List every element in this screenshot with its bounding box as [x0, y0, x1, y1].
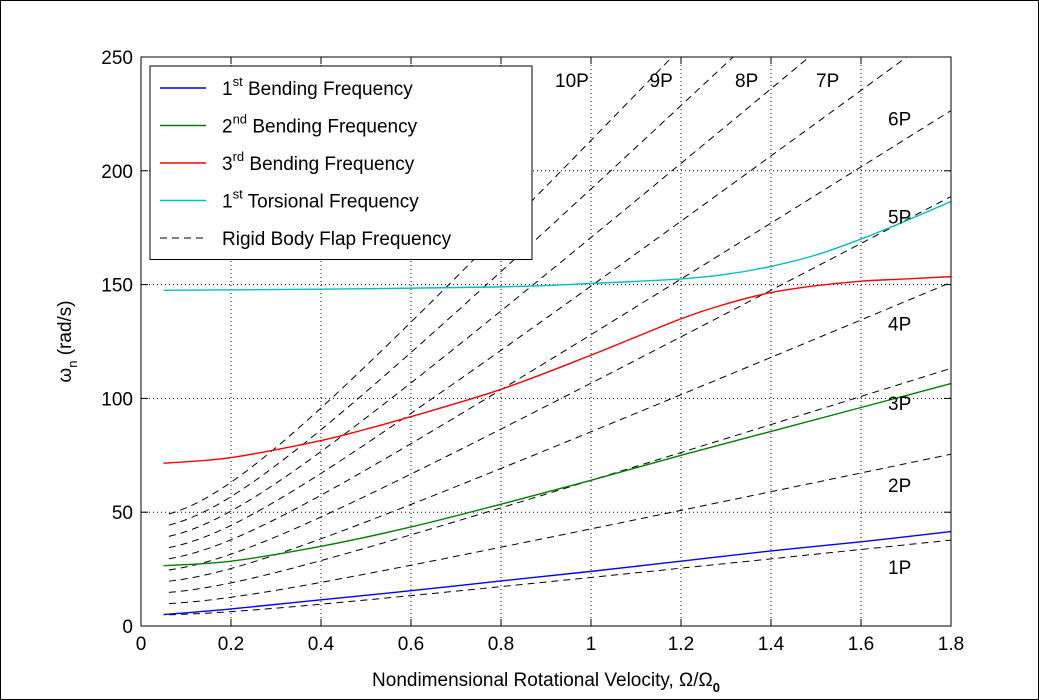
y-axis-label-unit: (rad/s): [55, 300, 76, 360]
grid-layer: [141, 57, 951, 626]
legend-ordinal: 1: [222, 192, 233, 213]
rigid-body-line-6p: [168, 110, 951, 560]
harmonic-label: 5P: [888, 207, 911, 228]
legend-ordinal: 2: [222, 117, 233, 138]
x-axis-label-text: Nondimensional Rotational Velocity, Ω/Ω: [372, 670, 713, 691]
harmonic-label: 3P: [888, 394, 911, 415]
x-tick-label: 0.6: [398, 634, 424, 655]
rigid-body-lines: [168, 57, 951, 616]
legend-entry: Rigid Body Flap Frequency: [222, 229, 452, 250]
rigid-body-line-5p: [168, 196, 951, 571]
y-tick-label: 0: [122, 617, 133, 638]
legend-superscript: rd: [233, 149, 245, 164]
x-tick-label: 1.4: [758, 634, 785, 655]
legend-label: Bending Frequency: [243, 79, 414, 100]
harmonic-label: 7P: [816, 71, 839, 92]
plot-area-border: [140, 56, 952, 627]
x-tick-label: 0: [136, 634, 147, 655]
legend-label: Bending Frequency: [244, 154, 415, 175]
y-tick-label: 250: [101, 48, 133, 69]
rigid-body-line-1p: [168, 539, 951, 616]
harmonic-label: 6P: [888, 109, 911, 130]
y-axis-label-subscript: n: [65, 361, 80, 368]
second-bending-curve: [163, 382, 952, 567]
harmonic-labels: 1P 2P 3P 4P 5P 6P 7P 8P 9P 10P: [555, 71, 911, 579]
x-tick-label: 0.8: [488, 634, 514, 655]
harmonic-label: 2P: [888, 476, 911, 497]
y-tick-label: 150: [101, 276, 133, 297]
legend-label: Bending Frequency: [247, 117, 418, 138]
legend-entry: 1st Bending Frequency: [222, 74, 413, 100]
legend-entry: 2nd Bending Frequency: [222, 112, 418, 138]
harmonic-label: 8P: [735, 71, 758, 92]
legend-superscript: st: [233, 74, 244, 89]
rigid-body-line-2p: [168, 453, 951, 605]
first-torsional-curve: [163, 200, 952, 291]
x-axis-label-subscript: 0: [713, 680, 720, 695]
legend-entry: 3rd Bending Frequency: [222, 149, 415, 175]
legend-superscript: st: [233, 187, 244, 202]
legend-ordinal: 1: [222, 79, 233, 100]
rigid-body-line-7p: [168, 57, 908, 549]
legend-label: Rigid Body Flap Frequency: [222, 229, 452, 250]
x-tick-label: 1.6: [848, 634, 874, 655]
harmonic-label: 1P: [888, 558, 911, 579]
legend-box: [149, 65, 533, 260]
y-tick-label: 200: [101, 162, 133, 183]
axis-ticks: 0 0.2 0.4 0.6 0.8 1 1.2 1.4 1.6 1.805010015020025…: [101, 48, 964, 655]
harmonic-label: 9P: [650, 71, 673, 92]
rigid-body-line-3p: [168, 367, 951, 593]
legend-superscript: nd: [233, 112, 247, 127]
harmonic-label: 10P: [555, 71, 589, 92]
harmonic-label: 4P: [888, 314, 911, 335]
frequency-curves: [163, 200, 952, 616]
legend-entry: 1st Torsional Frequency: [222, 187, 419, 213]
x-axis-label: Nondimensional Rotational Velocity, Ω/Ω0: [372, 670, 720, 695]
x-tick-label: 0.2: [218, 634, 244, 655]
y-tick-label: 50: [112, 503, 133, 524]
third-bending-curve: [163, 275, 952, 464]
x-tick-label: 1.8: [938, 634, 964, 655]
y-axis-label: ωn (rad/s): [55, 300, 80, 382]
first-bending-curve: [163, 530, 952, 616]
y-axis-label-symbol: ω: [55, 368, 76, 383]
y-tick-label: 100: [101, 389, 133, 410]
legend-ordinal: 3: [222, 154, 233, 175]
rigid-body-line-10p: [168, 57, 673, 515]
rigid-body-line-4p: [168, 281, 951, 582]
x-tick-label: 0.4: [308, 634, 335, 655]
x-tick-label: 1: [586, 634, 597, 655]
rigid-body-line-8p: [168, 57, 811, 537]
legend-label: Torsional Frequency: [243, 192, 420, 213]
x-tick-label: 1.2: [668, 634, 694, 655]
